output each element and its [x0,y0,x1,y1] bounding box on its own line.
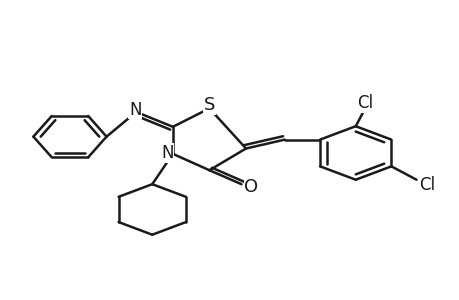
Text: Cl: Cl [418,176,434,194]
Text: S: S [203,96,215,114]
Text: Cl: Cl [356,94,372,112]
Text: N: N [129,100,141,118]
Text: N: N [161,144,173,162]
Text: O: O [244,178,258,196]
